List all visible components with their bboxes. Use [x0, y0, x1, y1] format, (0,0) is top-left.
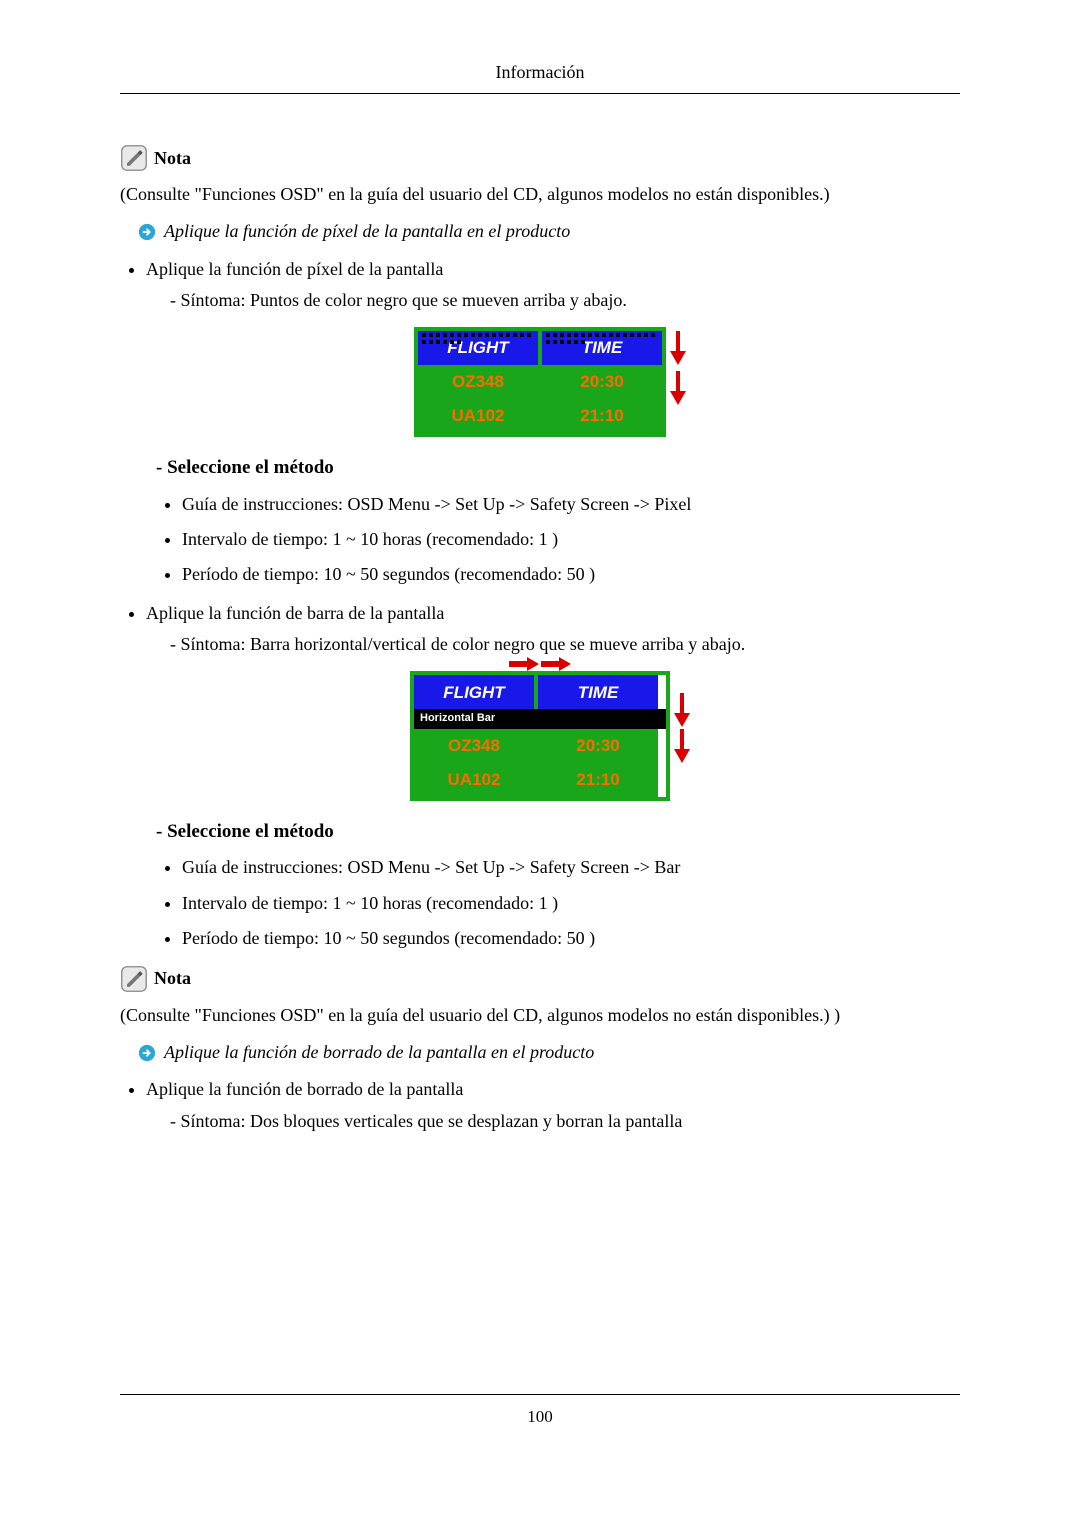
table-cell: TIME	[538, 675, 658, 709]
erase-bullet1: Aplique la función de borrado de la pant…	[146, 1079, 463, 1099]
pixel-figure: FLIGHTTIMEOZ34820:30UA10221:10	[120, 327, 960, 437]
erase-section-title: Aplique la función de borrado de la pant…	[138, 1040, 960, 1065]
red-right-arrows	[509, 657, 571, 671]
bar-method-list: Guía de instrucciones: OSD Menu -> Set U…	[182, 855, 960, 951]
bar-symptom: - Síntoma: Barra horizontal/vertical de …	[170, 632, 960, 657]
flight-table-pixel: FLIGHTTIMEOZ34820:30UA10221:10	[414, 327, 666, 437]
flight-table-bar: FLIGHTTIMEHorizontal BarOZ34820:30UA1022…	[410, 671, 670, 800]
table-cell: UA102	[418, 399, 542, 433]
table-cell: OZ348	[414, 729, 538, 763]
note-label-2: Nota	[154, 966, 191, 991]
table-cell: UA102	[414, 763, 538, 797]
pixel-dots-overlay	[546, 333, 658, 344]
note-text-1: (Consulte "Funciones OSD" en la guía del…	[120, 182, 960, 207]
note-text-2: (Consulte "Funciones OSD" en la guía del…	[120, 1003, 960, 1028]
note-block-1: Nota	[120, 144, 960, 172]
table-cell: FLIGHT	[414, 675, 538, 709]
table-cell: 20:30	[538, 729, 658, 763]
list-item: Guía de instrucciones: OSD Menu -> Set U…	[182, 492, 960, 517]
pixel-method-heading: - Seleccione el método	[156, 455, 960, 482]
list-item: Período de tiempo: 10 ~ 50 segundos (rec…	[182, 562, 960, 587]
red-down-arrow-icon	[672, 729, 692, 770]
horizontal-bar-label: Horizontal Bar	[414, 709, 666, 728]
erase-arrow-title: Aplique la función de borrado de la pant…	[164, 1040, 594, 1065]
pixel-dots-overlay	[422, 333, 534, 344]
page-number: 100	[527, 1407, 553, 1426]
page-header: Información	[120, 60, 960, 94]
arrow-circle-icon	[138, 223, 156, 241]
pixel-method-list: Guía de instrucciones: OSD Menu -> Set U…	[182, 492, 960, 588]
red-down-arrow-icon	[668, 331, 688, 372]
table-cell: FLIGHT	[418, 331, 542, 365]
red-down-arrow-icon	[668, 371, 688, 412]
list-item: Aplique la función de borrado de la pant…	[146, 1077, 960, 1133]
note-block-2: Nota	[120, 965, 960, 993]
arrow-circle-icon	[138, 1044, 156, 1062]
header-title: Información	[496, 62, 585, 82]
list-item: Aplique la función de píxel de la pantal…	[146, 257, 960, 313]
table-row: UA10221:10	[418, 399, 662, 433]
pencil-note-icon	[120, 965, 148, 993]
table-row: OZ34820:30	[414, 729, 666, 763]
list-item: Período de tiempo: 10 ~ 50 segundos (rec…	[182, 926, 960, 951]
pixel-arrow-title: Aplique la función de píxel de la pantal…	[164, 219, 570, 244]
table-row: UA10221:10	[414, 763, 666, 797]
table-cell: TIME	[542, 331, 662, 365]
pixel-bullet1: Aplique la función de píxel de la pantal…	[146, 259, 443, 279]
table-cell: 21:10	[538, 763, 658, 797]
red-down-arrow-icon	[672, 693, 692, 734]
list-item: Intervalo de tiempo: 1 ~ 10 horas (recom…	[182, 527, 960, 552]
list-item: Intervalo de tiempo: 1 ~ 10 horas (recom…	[182, 891, 960, 916]
pixel-section-title: Aplique la función de píxel de la pantal…	[138, 219, 960, 244]
bar-bullet1: Aplique la función de barra de la pantal…	[146, 603, 444, 623]
note-label-1: Nota	[154, 146, 191, 171]
table-cell: OZ348	[418, 365, 542, 399]
pixel-outer-list: Aplique la función de píxel de la pantal…	[146, 257, 960, 313]
erase-symptom: - Síntoma: Dos bloques verticales que se…	[170, 1109, 960, 1134]
erase-outer-list: Aplique la función de borrado de la pant…	[146, 1077, 960, 1133]
pixel-symptom: - Síntoma: Puntos de color negro que se …	[170, 288, 960, 313]
page-footer: 100	[120, 1394, 960, 1429]
table-row: FLIGHTTIME	[414, 675, 666, 709]
table-row: OZ34820:30	[418, 365, 662, 399]
pencil-note-icon	[120, 144, 148, 172]
list-item: Aplique la función de barra de la pantal…	[146, 601, 960, 657]
list-item: Guía de instrucciones: OSD Menu -> Set U…	[182, 855, 960, 880]
table-row: FLIGHTTIME	[418, 331, 662, 365]
bar-method-heading: - Seleccione el método	[156, 819, 960, 846]
table-cell: 20:30	[542, 365, 662, 399]
bar-outer-list: Aplique la función de barra de la pantal…	[146, 601, 960, 657]
bar-figure: FLIGHTTIMEHorizontal BarOZ34820:30UA1022…	[120, 671, 960, 800]
table-cell: 21:10	[542, 399, 662, 433]
